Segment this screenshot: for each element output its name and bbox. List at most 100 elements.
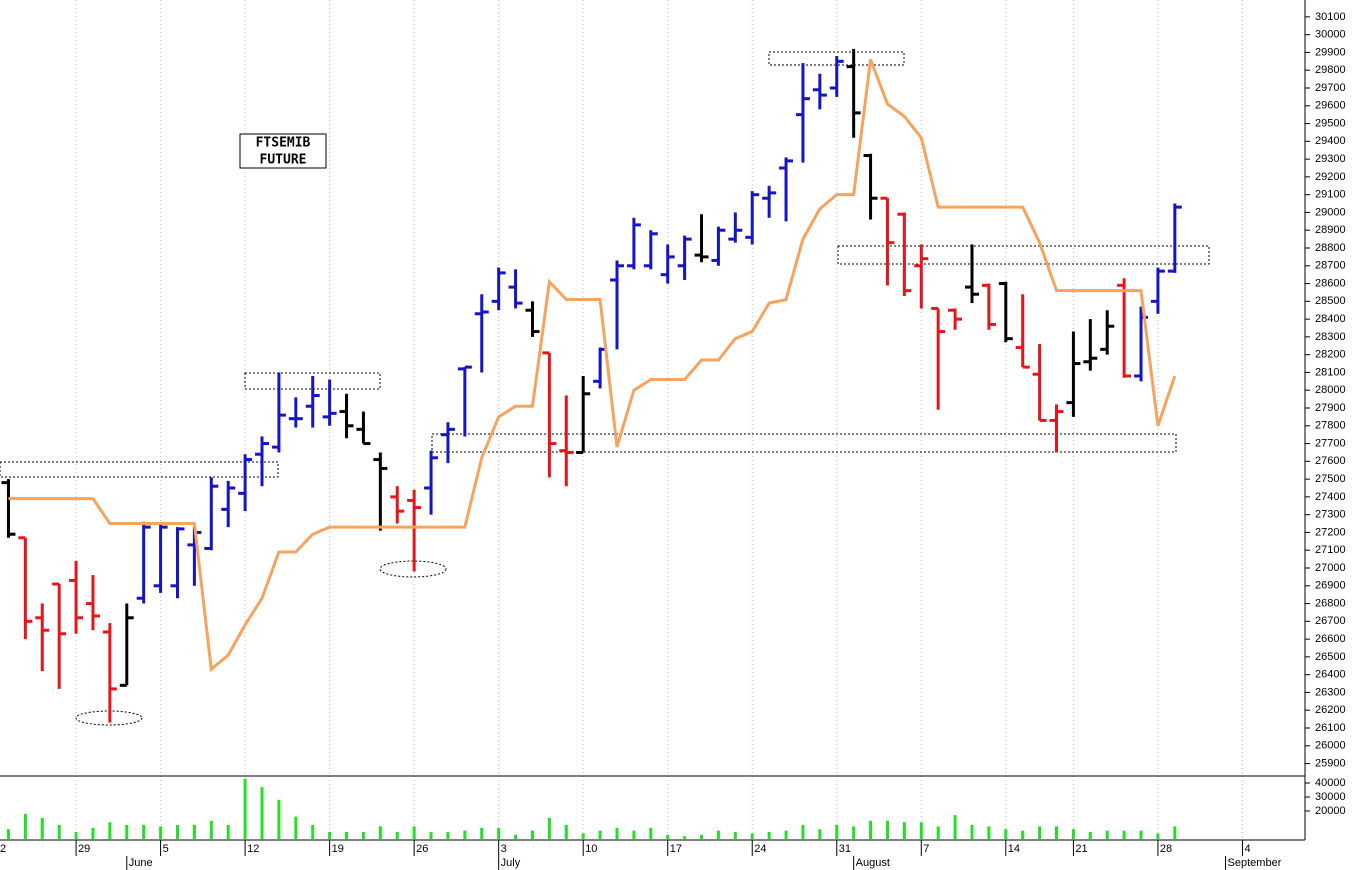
volume-bar <box>57 825 61 839</box>
month-label: September <box>1228 857 1282 869</box>
volume-bar <box>260 787 264 839</box>
y-tick-label: 29900 <box>1315 46 1346 58</box>
volume-bar <box>615 827 619 839</box>
volume-bar <box>277 799 281 839</box>
month-label: June <box>129 857 153 869</box>
volume-bar <box>1055 826 1059 839</box>
x-tick-label: 19 <box>332 843 344 855</box>
y-tick-label: 27700 <box>1315 437 1346 449</box>
y-tick-label: 28500 <box>1315 295 1346 307</box>
x-tick-label: 17 <box>670 843 682 855</box>
x-tick-label: 28 <box>1160 843 1172 855</box>
volume-bar <box>1038 826 1042 839</box>
volume-tick-label: 20000 <box>1315 805 1346 817</box>
volume-bar <box>818 829 822 839</box>
volume-bar <box>649 827 653 839</box>
volume-bar <box>936 826 940 839</box>
y-tick-label: 29400 <box>1315 135 1346 147</box>
volume-bar <box>750 833 754 839</box>
volume-bar <box>784 830 788 839</box>
y-tick-label: 28200 <box>1315 349 1346 361</box>
volume-bar <box>1139 830 1143 839</box>
volume-bar <box>345 832 349 839</box>
x-tick-label: 14 <box>1008 843 1020 855</box>
x-tick-label: 21 <box>1075 843 1087 855</box>
y-tick-label: 28600 <box>1315 277 1346 289</box>
range-box <box>768 51 905 66</box>
y-tick-label: 28100 <box>1315 366 1346 378</box>
volume-bar <box>869 820 873 839</box>
y-tick-label: 26200 <box>1315 704 1346 716</box>
y-tick-label: 29700 <box>1315 82 1346 94</box>
annotation-shapes <box>0 51 1210 726</box>
month-label: August <box>856 857 890 869</box>
range-box <box>837 245 1210 265</box>
x-tick-label: 2 <box>0 843 6 855</box>
y-tick-label: 29800 <box>1315 64 1346 76</box>
volume-bar <box>74 832 78 839</box>
volume-bar <box>361 832 365 839</box>
x-tick-label: 24 <box>754 843 766 855</box>
y-tick-label: 29300 <box>1315 153 1346 165</box>
y-tick-label: 26100 <box>1315 722 1346 734</box>
y-tick-label: 28400 <box>1315 313 1346 325</box>
y-tick-label: 26500 <box>1315 651 1346 663</box>
volume-bar <box>480 827 484 839</box>
y-tick-label: 30000 <box>1315 29 1346 41</box>
x-tick-label: 10 <box>585 843 597 855</box>
y-tick-label: 26600 <box>1315 633 1346 645</box>
volume-bar <box>209 820 213 839</box>
range-box <box>431 433 1177 453</box>
y-tick-label: 29100 <box>1315 189 1346 201</box>
volume-bar <box>683 836 687 839</box>
volume-bar <box>6 829 10 839</box>
volume-bar <box>378 826 382 839</box>
volume-bar <box>108 822 112 839</box>
volume-bar <box>328 832 332 839</box>
annotation-box <box>239 133 327 169</box>
x-tick-label: 4 <box>1244 843 1250 855</box>
volume-bar <box>226 825 230 839</box>
volume-bar <box>530 830 534 839</box>
indicator-line <box>8 59 1177 673</box>
annotation: FTSEMIB <box>256 136 311 151</box>
volume-bar <box>294 816 298 839</box>
y-tick-label: 26000 <box>1315 740 1346 752</box>
y-tick-label: 28300 <box>1315 331 1346 343</box>
y-tick-label: 29500 <box>1315 117 1346 129</box>
y-tick-label: 30100 <box>1315 11 1346 23</box>
volume-tick-label: 40000 <box>1315 777 1346 789</box>
x-tick-label: 7 <box>923 843 929 855</box>
volume-bar <box>125 825 129 839</box>
volume-bar <box>919 822 923 839</box>
volume-bar <box>700 834 704 839</box>
volume-bar <box>142 825 146 839</box>
x-tick-label: 12 <box>247 843 259 855</box>
volume-bar <box>1088 832 1092 839</box>
volume-bar <box>801 825 805 839</box>
volume-bar <box>446 832 450 839</box>
y-tick-label: 27900 <box>1315 402 1346 414</box>
y-tick-label: 28900 <box>1315 224 1346 236</box>
volume-bar <box>40 818 44 839</box>
y-tick-label: 29200 <box>1315 171 1346 183</box>
y-tick-label: 25900 <box>1315 757 1346 769</box>
volume-bar <box>91 827 95 839</box>
range-box <box>244 372 381 390</box>
y-tick-label: 27600 <box>1315 455 1346 467</box>
y-tick-label: 27400 <box>1315 491 1346 503</box>
volume-bar <box>192 825 196 839</box>
x-tick-label: 29 <box>78 843 90 855</box>
y-tick-label: 26700 <box>1315 615 1346 627</box>
volume-bar <box>159 826 163 839</box>
y-tick-label: 28700 <box>1315 260 1346 272</box>
annotation: FUTURE <box>260 153 307 168</box>
volume-bar <box>970 825 974 839</box>
x-tick-label: 31 <box>839 843 851 855</box>
volume-bar <box>581 833 585 839</box>
volume-bar <box>1071 829 1075 839</box>
y-tick-label: 27800 <box>1315 420 1346 432</box>
volume-bar <box>953 815 957 839</box>
y-tick-label: 27100 <box>1315 544 1346 556</box>
y-tick-label: 28000 <box>1315 384 1346 396</box>
